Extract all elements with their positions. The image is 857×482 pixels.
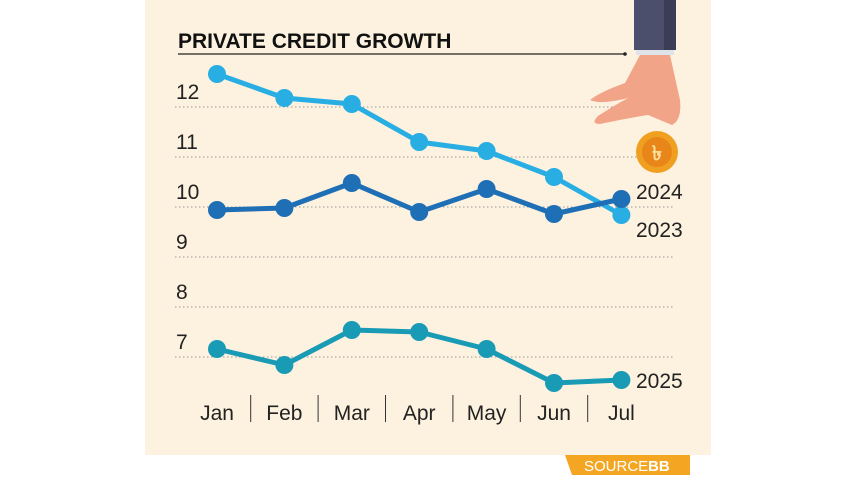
x-tick-label: Jan — [200, 402, 234, 425]
title-underline-dot — [623, 52, 627, 56]
data-point-2024-Feb — [275, 199, 294, 217]
data-point-2024-Jul — [612, 190, 631, 208]
source-badge: SOURCE: BB — [565, 455, 690, 475]
data-point-2025-Jul — [612, 371, 631, 389]
data-point-2025-Jun — [545, 374, 563, 392]
y-tick-label: 12 — [176, 81, 199, 104]
series-2025: 2025 — [208, 321, 683, 393]
data-point-2025-Feb — [275, 356, 294, 374]
y-tick-label: 9 — [176, 231, 188, 254]
data-point-2024-Jun — [545, 205, 563, 223]
y-tick-label: 8 — [176, 281, 188, 304]
chart-title: PRIVATE CREDIT GROWTH — [178, 30, 451, 53]
x-tick-label: Jun — [537, 402, 571, 425]
series-label-2023: 2023 — [636, 219, 683, 242]
data-point-2025-May — [477, 340, 496, 358]
x-tick-label: May — [467, 402, 507, 425]
data-point-2023-May — [477, 142, 496, 160]
data-point-2024-May — [477, 180, 496, 198]
x-axis-ticks: Jan Feb Mar Apr May Jun Jul — [200, 395, 635, 425]
data-point-2024-Jan — [208, 201, 226, 219]
series-2023: 2023 — [208, 65, 683, 242]
data-point-2025-Apr — [410, 323, 429, 341]
series-group: 2023 2024 2025 — [208, 65, 683, 393]
series-2024: 2024 — [208, 174, 683, 223]
data-point-2024-Mar — [342, 174, 361, 192]
series-label-2025: 2025 — [636, 370, 683, 393]
data-point-2024-Apr — [410, 203, 429, 221]
x-tick-label: Mar — [334, 402, 370, 425]
svg-text:৳: ৳ — [652, 143, 662, 165]
y-tick-label: 10 — [176, 181, 199, 204]
x-tick-label: Feb — [266, 402, 302, 425]
source-value: BB — [648, 458, 670, 475]
data-point-2023-Jul — [612, 206, 631, 224]
data-point-2025-Jan — [208, 340, 226, 358]
data-point-2023-Feb — [275, 89, 294, 107]
y-axis-ticks: 7 8 9 10 11 12 — [176, 81, 199, 354]
data-point-2023-Mar — [342, 95, 361, 113]
series-label-2024: 2024 — [636, 181, 683, 204]
x-tick-label: Jul — [608, 402, 635, 425]
y-tick-label: 7 — [176, 331, 188, 354]
data-point-2023-Apr — [410, 133, 429, 151]
y-tick-label: 11 — [176, 131, 198, 154]
data-point-2023-Jan — [208, 65, 226, 83]
hand-coin-illustration: ৳ — [590, 0, 681, 173]
source-label: SOURCE: — [584, 458, 652, 475]
x-tick-label: Apr — [403, 402, 436, 425]
data-point-2025-Mar — [342, 321, 361, 339]
data-point-2023-Jun — [545, 168, 563, 186]
